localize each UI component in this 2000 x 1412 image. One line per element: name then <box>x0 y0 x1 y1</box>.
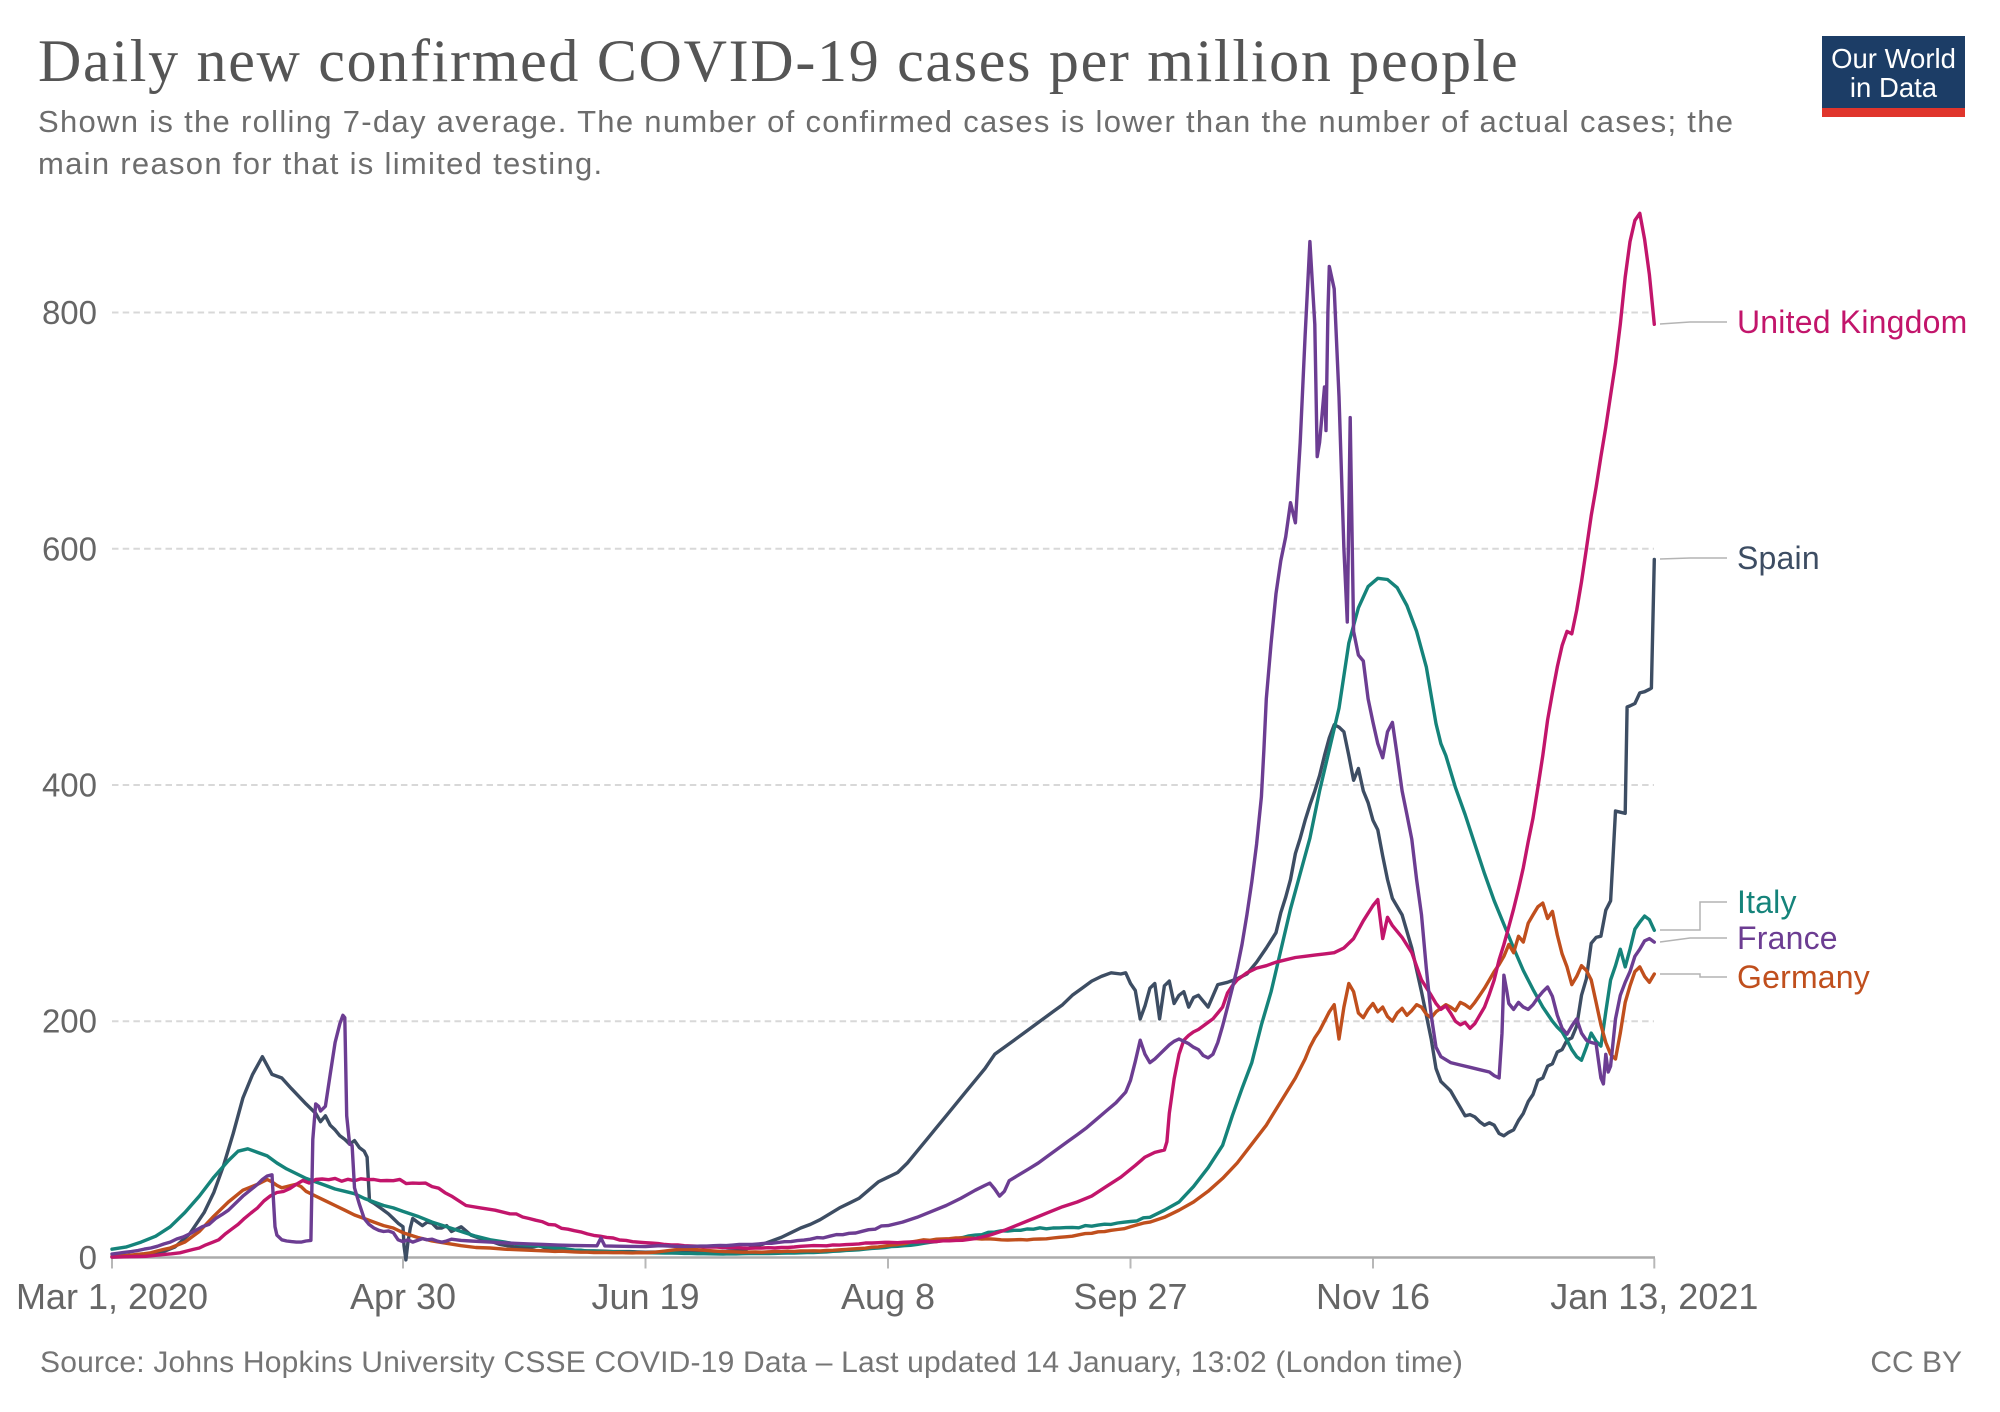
svg-text:400: 400 <box>42 767 97 804</box>
svg-text:Spain: Spain <box>1737 540 1820 576</box>
svg-text:Mar 1, 2020: Mar 1, 2020 <box>16 1276 208 1317</box>
svg-text:200: 200 <box>42 1003 97 1040</box>
svg-text:Nov 16: Nov 16 <box>1316 1276 1430 1317</box>
svg-text:France: France <box>1737 920 1838 956</box>
svg-text:United Kingdom: United Kingdom <box>1737 304 1968 340</box>
svg-text:0: 0 <box>79 1239 97 1276</box>
svg-text:Italy: Italy <box>1737 884 1797 920</box>
svg-text:Jun 19: Jun 19 <box>591 1276 699 1317</box>
svg-text:Aug 8: Aug 8 <box>841 1276 935 1317</box>
svg-text:Apr 30: Apr 30 <box>350 1276 456 1317</box>
svg-text:600: 600 <box>42 530 97 567</box>
svg-text:Germany: Germany <box>1737 959 1870 995</box>
svg-text:800: 800 <box>42 294 97 331</box>
svg-text:Sep 27: Sep 27 <box>1073 1276 1187 1317</box>
svg-text:Jan 13, 2021: Jan 13, 2021 <box>1550 1276 1758 1317</box>
